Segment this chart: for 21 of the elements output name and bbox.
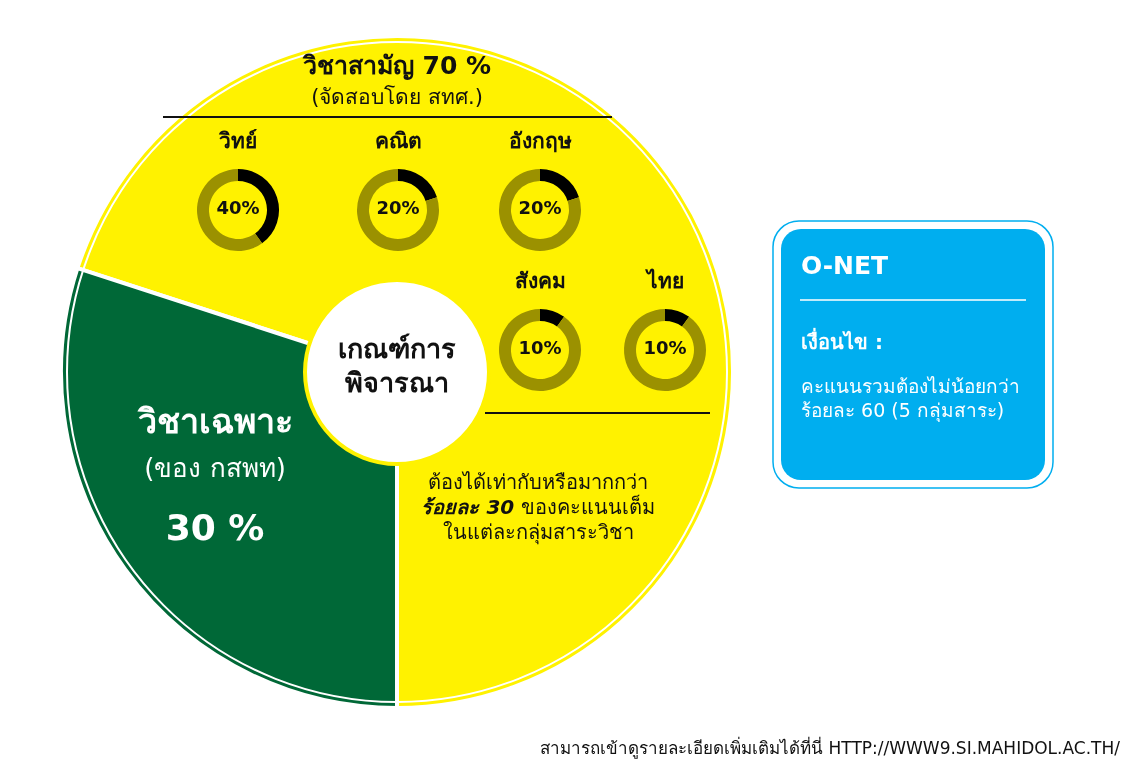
chart-title: อังกฤษ	[507, 128, 573, 155]
chart-title: ไทย	[644, 268, 685, 295]
chart-title: สังคม	[513, 268, 567, 295]
data-label: 20%	[517, 197, 563, 220]
text: สามารถเข้าดูรายละเอียดเพิ่มเติมได้ที่นี่ HTTP://WWW9.SI.MAHIDOL.AC.TH/	[539, 738, 1120, 760]
slice-label: วิชาสามัญ 70 %	[301, 50, 493, 82]
data-label: 40%	[215, 197, 261, 220]
data-label: 10%	[517, 337, 563, 360]
data-label: 30 %	[164, 506, 266, 550]
chart-title: คณิต	[373, 128, 423, 155]
text: (ของ กสพท)	[143, 452, 287, 485]
slice-label: วิชาเฉพาะ	[136, 400, 294, 443]
text: เงื่อนไข :	[801, 330, 884, 355]
chart-title: วิทย์	[218, 128, 258, 155]
text: (จัดสอบโดย สทศ.)	[310, 84, 484, 111]
data-label: 10%	[642, 337, 688, 360]
text: ต้องได้เท่ากับหรือมากกว่า ร้อยละ 30 ของคะแนนเต็ม ในแต่ละกลุ่มสาระวิชา	[420, 470, 656, 545]
text: O-NET	[801, 250, 890, 282]
text: คะแนนรวมต้องไม่น้อยกว่า ร้อยละ 60 (5 กลุ่มสาระ)	[801, 375, 1021, 423]
text: เกณฑ์การพิจารณา	[337, 332, 457, 400]
data-label: 20%	[375, 197, 421, 220]
